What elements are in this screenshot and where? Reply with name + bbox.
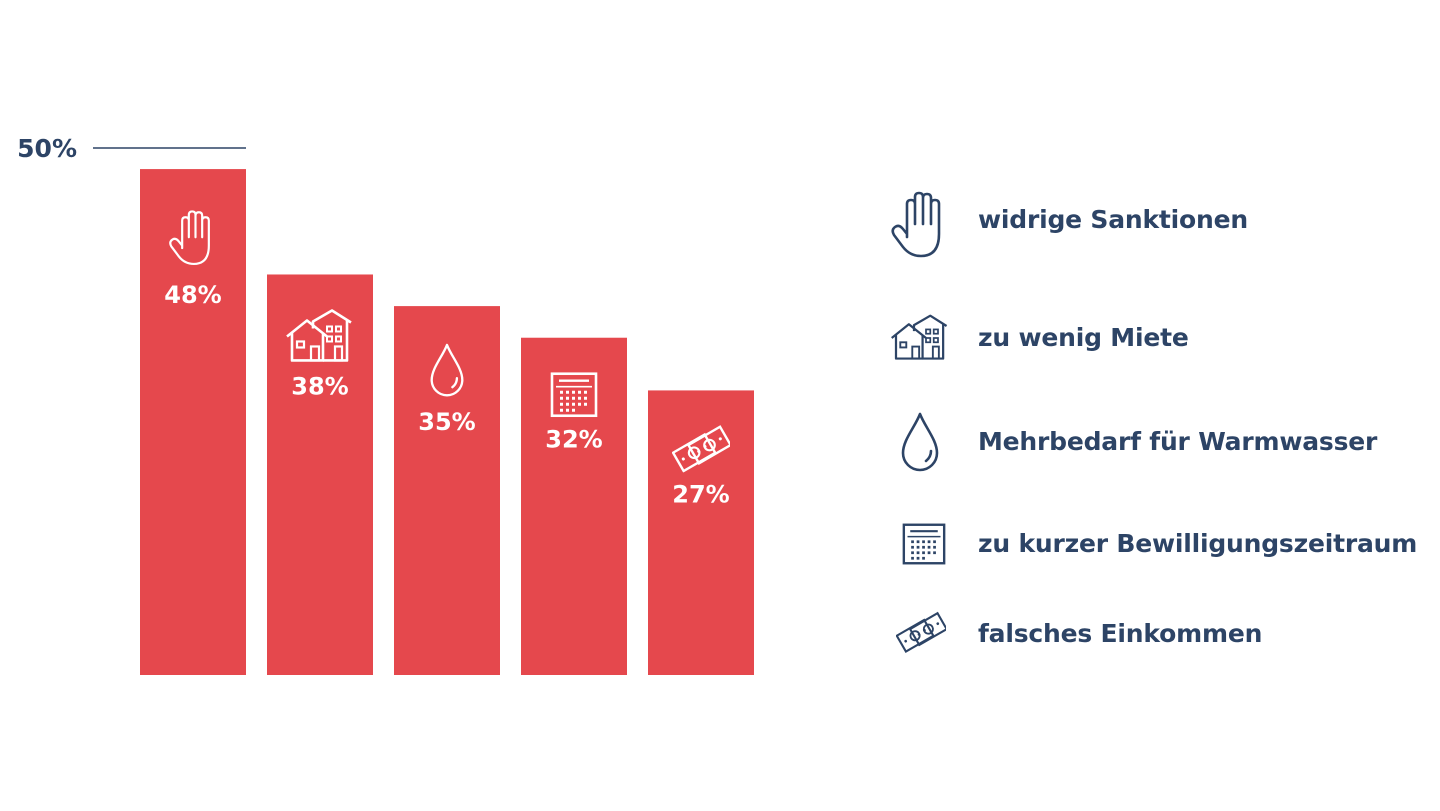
money-icon xyxy=(888,594,952,674)
legend-item-warm-water: Mehrbedarf für Warmwasser xyxy=(888,402,1438,482)
houses-icon xyxy=(888,298,952,378)
bar-3 xyxy=(394,306,500,675)
legend-label: Mehrbedarf für Warmwasser xyxy=(978,427,1378,456)
legend-item-approval-period: zu kurzer Bewilligungszeitraum xyxy=(888,504,1438,584)
legend-label: widrige Sanktionen xyxy=(978,205,1248,234)
legend-item-sanctions: widrige Sanktionen xyxy=(888,180,1438,260)
water-drop-icon xyxy=(888,402,952,482)
calendar-icon xyxy=(888,504,952,584)
legend-label: zu kurzer Bewilligungszeitraum xyxy=(978,529,1418,558)
bar-data-label-4: 32% xyxy=(545,426,602,454)
legend-label: falsches Einkommen xyxy=(978,619,1263,648)
bar-1 xyxy=(140,169,246,675)
bar-4 xyxy=(521,337,627,675)
hand-icon xyxy=(888,180,952,260)
bar-2 xyxy=(267,274,373,675)
legend-item-rent: zu wenig Miete xyxy=(888,298,1438,378)
bar-data-label-5: 27% xyxy=(672,480,729,508)
bars-group: 48% 38% 35% 32% 27% xyxy=(140,169,754,675)
bar-5 xyxy=(648,390,754,675)
bar-data-label-2: 38% xyxy=(291,372,348,400)
bar-data-label-1: 48% xyxy=(164,281,221,309)
bar-data-label-3: 35% xyxy=(418,408,475,436)
y-axis-max-tick-label: 50% xyxy=(17,134,77,163)
legend-item-income: falsches Einkommen xyxy=(888,594,1438,674)
legend-label: zu wenig Miete xyxy=(978,323,1189,352)
y-axis: 50% xyxy=(17,134,246,163)
